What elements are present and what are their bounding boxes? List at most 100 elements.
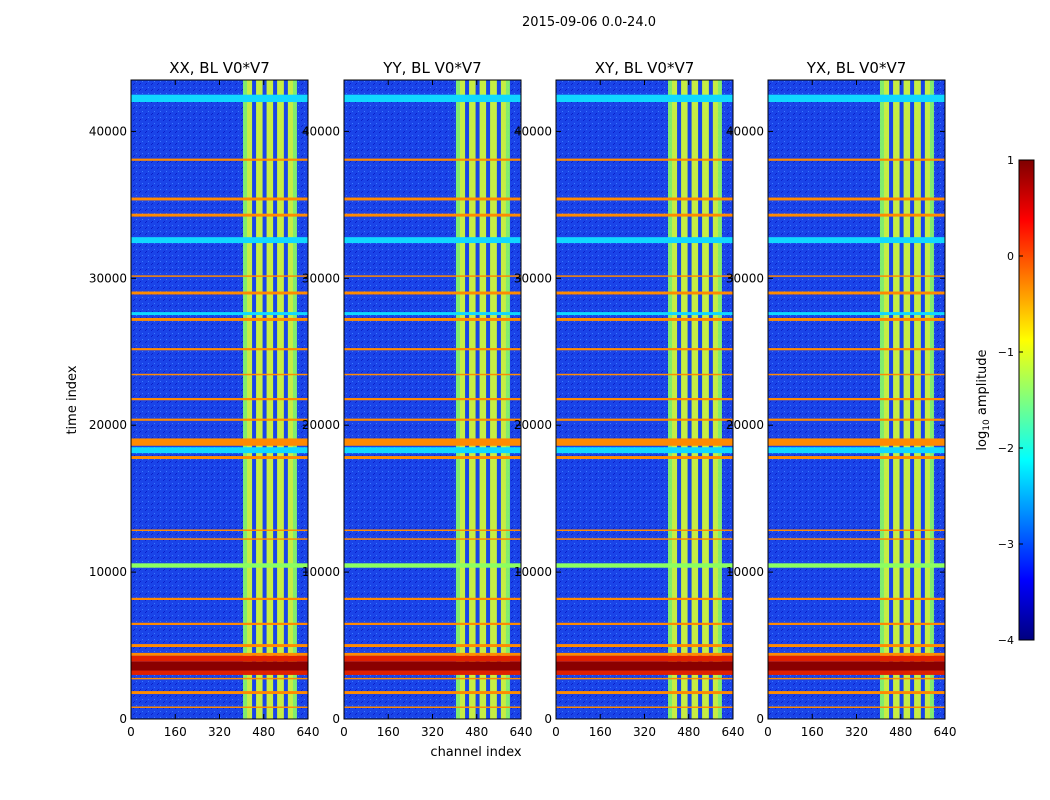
time-band [768,661,945,671]
time-band [131,644,308,648]
colorbar: 1 0 −1 −2 −3 −4 log10 amplitude [975,154,1035,647]
time-band [131,94,308,103]
y-tick-label: 20000 [302,418,340,432]
time-band [131,447,308,454]
x-tick-label: 160 [801,725,824,739]
time-band [131,398,308,401]
time-band [131,677,308,680]
panel-title: YY, BL V0*V7 [382,59,481,77]
time-band [131,706,308,708]
y-tick-label: 30000 [514,271,552,285]
time-band [131,529,308,531]
time-band [344,456,521,459]
time-band [344,418,521,421]
time-band [131,213,308,217]
y-tick-label: 40000 [514,124,552,138]
time-band [344,275,521,277]
time-band [344,652,521,656]
time-band [344,677,521,680]
time-band [556,670,733,675]
time-band [768,373,945,376]
time-band [768,655,945,662]
time-band [556,291,733,295]
time-band [131,597,308,601]
x-tick-label: 0 [127,725,135,739]
time-band [131,418,308,421]
time-band [768,622,945,625]
time-band [768,670,945,675]
x-tick-label: 160 [164,725,187,739]
time-band [344,438,521,446]
time-band [344,447,521,454]
time-band [768,197,945,201]
y-tick-label: 40000 [726,124,764,138]
x-tick-label: 640 [722,725,745,739]
time-band [344,398,521,401]
time-band [131,670,308,675]
time-band [344,622,521,625]
time-band [556,538,733,540]
time-band [768,237,945,244]
time-band [768,398,945,401]
y-axis-label: time index [65,365,80,434]
time-band [344,197,521,201]
x-axis-label: channel index [430,745,521,760]
time-band [556,597,733,601]
time-band [556,312,733,316]
time-band [556,563,733,568]
colorbar-gradient [1018,159,1035,641]
x-tick-label: 160 [377,725,400,739]
time-band [556,438,733,446]
time-band [131,655,308,662]
x-tick-label: 160 [589,725,612,739]
time-band [131,538,308,540]
time-band [768,652,945,656]
time-band [131,691,308,695]
time-band [556,655,733,662]
time-band [556,158,733,161]
panel-xx: XX, BL V0*V7 0 160 320 480 640 0 10000 20000 3000… [89,59,320,739]
panel-title: XY, BL V0*V7 [595,59,695,77]
time-band [344,655,521,662]
y-tick-label: 0 [756,712,764,726]
y-tick-label: 40000 [302,124,340,138]
time-band [556,348,733,351]
colorbar-tick-label: −3 [998,538,1014,551]
time-band [344,312,521,316]
time-band [131,275,308,277]
colorbar-tick-label: 1 [1007,154,1014,167]
time-band [556,197,733,201]
x-tick-label: 0 [552,725,560,739]
time-band [131,317,308,321]
time-band [768,563,945,568]
y-tick-label: 20000 [514,418,552,432]
x-tick-label: 320 [208,725,231,739]
time-band [768,529,945,531]
time-band [556,456,733,459]
time-band [768,691,945,695]
colorbar-label: log10 amplitude [975,349,992,450]
time-band [768,291,945,295]
time-band [556,317,733,321]
y-tick-label: 30000 [302,271,340,285]
time-band [768,597,945,601]
y-tick-label: 30000 [726,271,764,285]
y-tick-label: 20000 [726,418,764,432]
y-tick-label: 20000 [89,418,127,432]
time-band [556,237,733,244]
time-band [131,652,308,656]
time-band [556,373,733,376]
colorbar-tick-label: −1 [998,346,1014,359]
time-band [131,563,308,568]
time-band [131,622,308,625]
time-band [768,418,945,421]
time-band [556,275,733,277]
time-band [556,529,733,531]
panel-yy: YY, BL V0*V7 0 160 320 480 640 0 10000 20000 3000… [302,59,533,739]
panel-title: YX, BL V0*V7 [806,59,907,77]
x-tick-label: 640 [510,725,533,739]
time-band [344,670,521,675]
time-band [768,644,945,648]
time-band [556,661,733,671]
time-band [556,677,733,680]
